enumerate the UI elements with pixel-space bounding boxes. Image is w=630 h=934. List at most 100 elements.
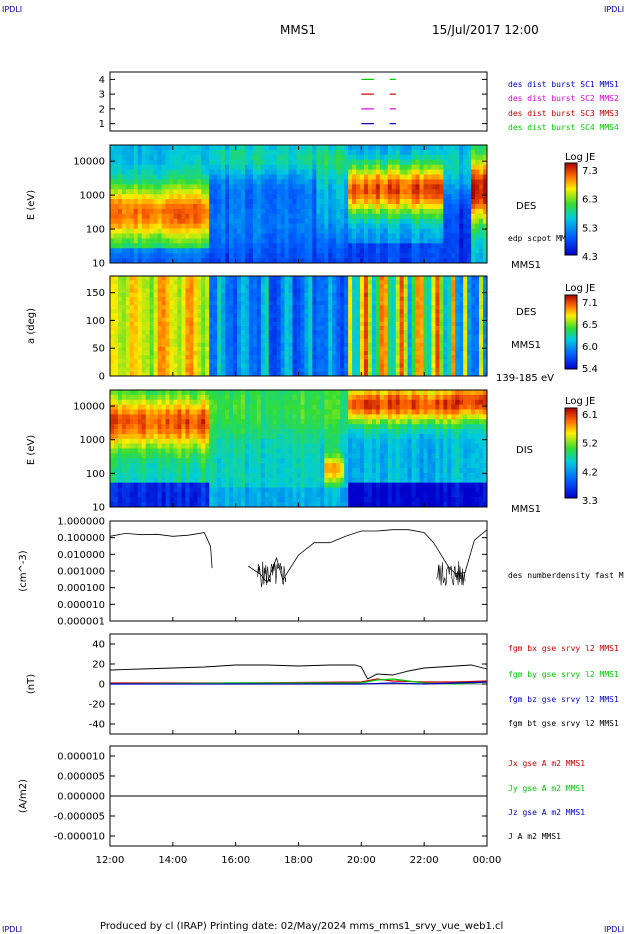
dis-energy-cell [133, 438, 139, 445]
des-energy-cell [264, 253, 270, 259]
dis-energy-cell [161, 492, 166, 498]
des-energy-cell [371, 174, 377, 180]
des-energy-cell [391, 228, 397, 234]
des-pitch-cell [467, 371, 472, 377]
des-energy-cell [177, 169, 182, 175]
des-energy-cell [189, 248, 194, 254]
dis-energy-cell [121, 487, 127, 493]
des-energy-cell [110, 189, 115, 195]
des-pitch-cell [415, 363, 420, 369]
des-pitch-cell [217, 301, 222, 306]
des-pitch-cell [356, 338, 361, 344]
des-energy-spectrogram [110, 145, 488, 264]
des-pitch-cell [236, 351, 242, 356]
des-energy-cell [479, 248, 484, 254]
des-pitch-cell [352, 330, 357, 335]
des-energy-cell [316, 243, 321, 249]
des-pitch-cell [153, 367, 159, 373]
des-pitch-cell [391, 296, 397, 302]
des-energy-cell [280, 218, 286, 225]
des-pitch-cell [332, 280, 337, 285]
des-pitch-cell [479, 317, 484, 323]
des-energy-cell [379, 243, 385, 249]
dis-energy-cell [125, 438, 131, 445]
dis-energy-cell [133, 468, 139, 474]
des-pitch-cell [447, 292, 452, 298]
des-pitch-cell [205, 305, 210, 310]
des-pitch-cell [205, 351, 210, 356]
des-pitch-cell [419, 292, 424, 298]
des-energy-cell [344, 208, 349, 215]
des-energy-cell [288, 233, 293, 239]
des-energy-cell [320, 253, 325, 259]
des-energy-cell [407, 228, 412, 234]
des-energy-cell [149, 243, 155, 249]
des-energy-cell [423, 218, 428, 225]
dis-energy-cell [113, 497, 119, 503]
des-pitch-cell [304, 351, 309, 356]
des-energy-cell [129, 233, 135, 239]
dis-energy-cell [137, 458, 143, 464]
des-energy-cell [205, 164, 210, 170]
des-pitch-cell [133, 309, 139, 314]
des-energy-cell [157, 223, 162, 229]
des-pitch-cell [248, 342, 254, 348]
des-pitch-cell [455, 317, 460, 323]
des-energy-cell [268, 204, 274, 210]
des-pitch-tick-label: 50 [92, 344, 105, 355]
des-pitch-cell [435, 330, 440, 335]
des-pitch-cell [352, 355, 357, 360]
des-energy-cell [193, 258, 198, 264]
des-energy-cell [427, 228, 432, 234]
des-pitch-cell [129, 330, 135, 335]
des-pitch-cell [272, 296, 278, 302]
des-energy-cell [244, 238, 250, 244]
des-pitch-cell [411, 371, 416, 377]
des-pitch-cell [471, 351, 476, 356]
des-energy-cell [233, 179, 238, 185]
des-energy-cell [169, 154, 174, 161]
des-energy-cell [201, 248, 206, 254]
des-pitch-cell [185, 355, 190, 360]
des-pitch-cell [467, 305, 472, 310]
des-energy-cell [455, 238, 460, 244]
des-pitch-cell [324, 301, 329, 306]
des-energy-cell [185, 208, 190, 215]
des-pitch-cell [467, 330, 472, 335]
des-pitch-cell [363, 342, 369, 348]
des-pitch-cell [344, 330, 349, 335]
des-energy-cell [189, 174, 194, 180]
des-pitch-cell [129, 367, 135, 373]
des-pitch-cell [110, 346, 115, 352]
des-energy-cell [443, 238, 448, 244]
des-energy-cell [407, 248, 412, 254]
des-pitch-cell [201, 326, 206, 331]
des-pitch-cell [133, 367, 139, 373]
dis-energy-cell [145, 472, 151, 479]
des-pitch-cell [141, 292, 147, 298]
des-energy-cell [411, 174, 416, 180]
des-pitch-cell [137, 284, 143, 289]
des-energy-cell [201, 199, 206, 205]
des-energy-cell [145, 253, 151, 259]
des-energy-cell [113, 243, 119, 249]
des-energy-cell [308, 233, 313, 239]
des-pitch-cell [201, 346, 206, 352]
des-energy-cell [324, 223, 329, 229]
des-pitch-cell [403, 363, 409, 369]
des-energy-cell [185, 228, 190, 234]
des-pitch-cell [407, 305, 412, 310]
des-pitch-cell [213, 292, 218, 298]
des-pitch-cell [248, 321, 254, 327]
des-pitch-cell [375, 305, 381, 310]
des-pitch-cell [181, 342, 186, 348]
des-pitch-cell [360, 280, 365, 285]
des-energy-cell [213, 213, 218, 220]
des-pitch-cell [407, 363, 412, 369]
des-pitch-cell [197, 351, 202, 356]
des-pitch-cell [348, 296, 353, 302]
des-energy-cell [411, 145, 416, 151]
des-pitch-colorbar-tick: 6.0 [582, 342, 598, 353]
des-energy-cell [455, 189, 460, 195]
des-energy-cell [201, 159, 206, 166]
